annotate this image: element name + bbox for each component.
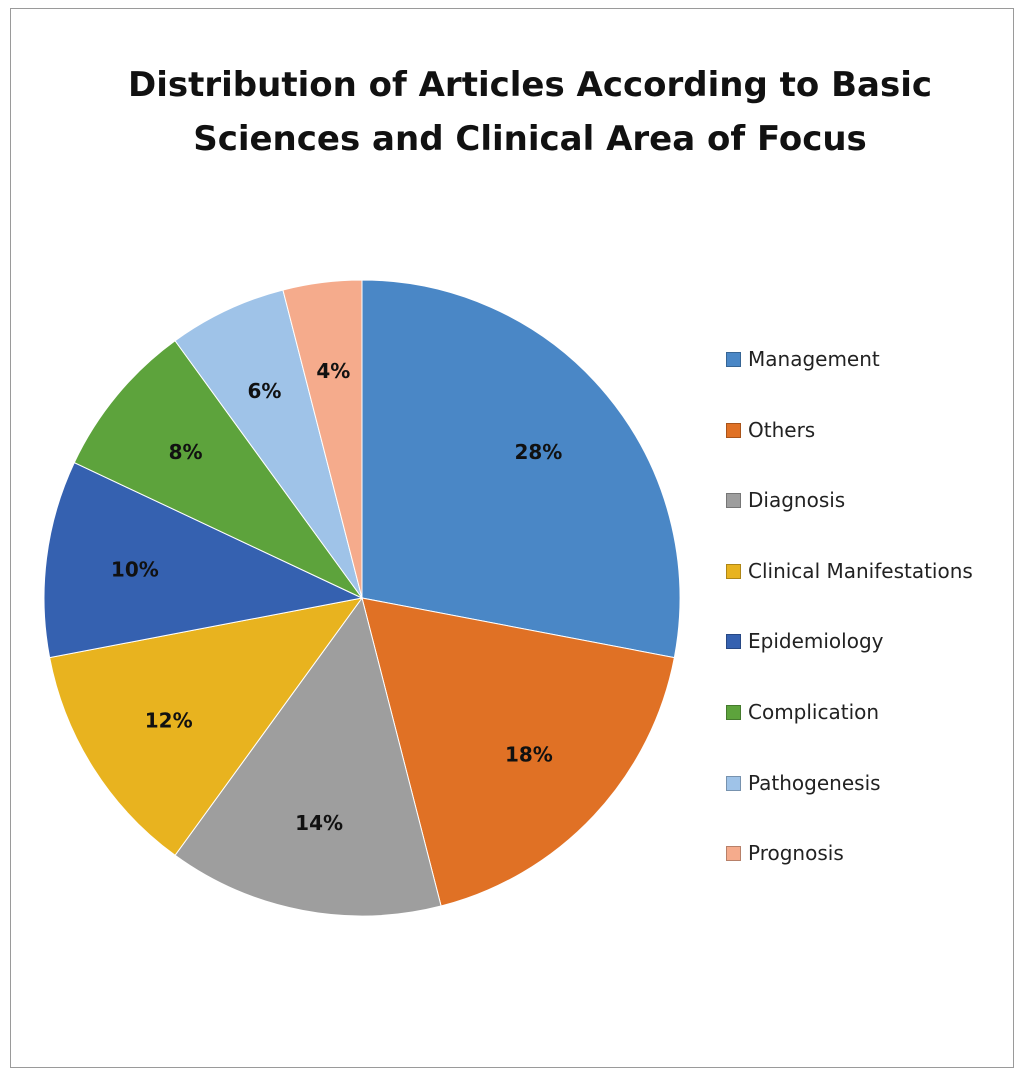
chart-title: Distribution of Articles According to Ba… — [60, 58, 1000, 166]
legend-swatch — [726, 846, 741, 862]
chart-title-line-1: Distribution of Articles According to Ba… — [127, 65, 933, 105]
legend-swatch — [726, 775, 741, 791]
legend-label: Clinical Manifestations — [748, 558, 973, 583]
legend-swatch — [726, 352, 741, 367]
legend-label: Management — [748, 347, 880, 371]
pie-slice-diagnosis — [174, 596, 442, 917]
legend-item: Clinical Manifestations — [726, 555, 973, 626]
slice-label: 28% — [514, 440, 562, 464]
legend-swatch — [726, 634, 741, 650]
pie-slice-labels: 28% 18% 14% 12% 10% 8% 6% 4% — [111, 359, 562, 835]
legend: Management Others Diagnosis Clinical Manife… — [726, 343, 973, 908]
pie-slice-management — [361, 279, 681, 659]
legend-swatch — [726, 422, 741, 438]
legend-label: Diagnosis — [748, 488, 846, 513]
legend-swatch — [726, 704, 741, 720]
legend-swatch — [726, 493, 741, 509]
pie-slice-epidemiology — [43, 461, 364, 659]
slice-label: 8% — [169, 440, 203, 464]
legend-label: Complication — [748, 699, 880, 724]
pie-slice-complication — [73, 340, 363, 599]
legend-label: Pathogenesis — [748, 770, 881, 795]
legend-item: Complication — [726, 696, 973, 767]
slice-label: 6% — [248, 379, 282, 403]
slice-label: 4% — [316, 359, 350, 383]
pie-slice-pathogenesis — [174, 289, 363, 599]
chart-title-line-2: Sciences and Clinical Area of Focus — [193, 119, 867, 159]
slice-label: 10% — [111, 557, 159, 581]
legend-label: Others — [748, 417, 816, 442]
legend-item: Diagnosis — [726, 484, 973, 555]
pie-slice-others — [361, 597, 675, 907]
pie-slice-prognosis — [282, 279, 363, 599]
pie-slices — [43, 279, 681, 917]
legend-item: Management — [726, 343, 973, 414]
legend-swatch — [726, 563, 741, 579]
legend-item: Others — [726, 414, 973, 485]
legend-item: Pathogenesis — [726, 767, 973, 838]
slice-label: 14% — [295, 811, 343, 835]
slice-label: 18% — [505, 743, 553, 767]
legend-item: Epidemiology — [726, 625, 973, 696]
legend-label: Epidemiology — [748, 629, 884, 654]
legend-label: Prognosis — [748, 841, 844, 866]
slice-label: 12% — [145, 709, 193, 733]
legend-item: Prognosis — [726, 837, 973, 908]
pie-slice-clinical-manifestations — [49, 597, 364, 856]
